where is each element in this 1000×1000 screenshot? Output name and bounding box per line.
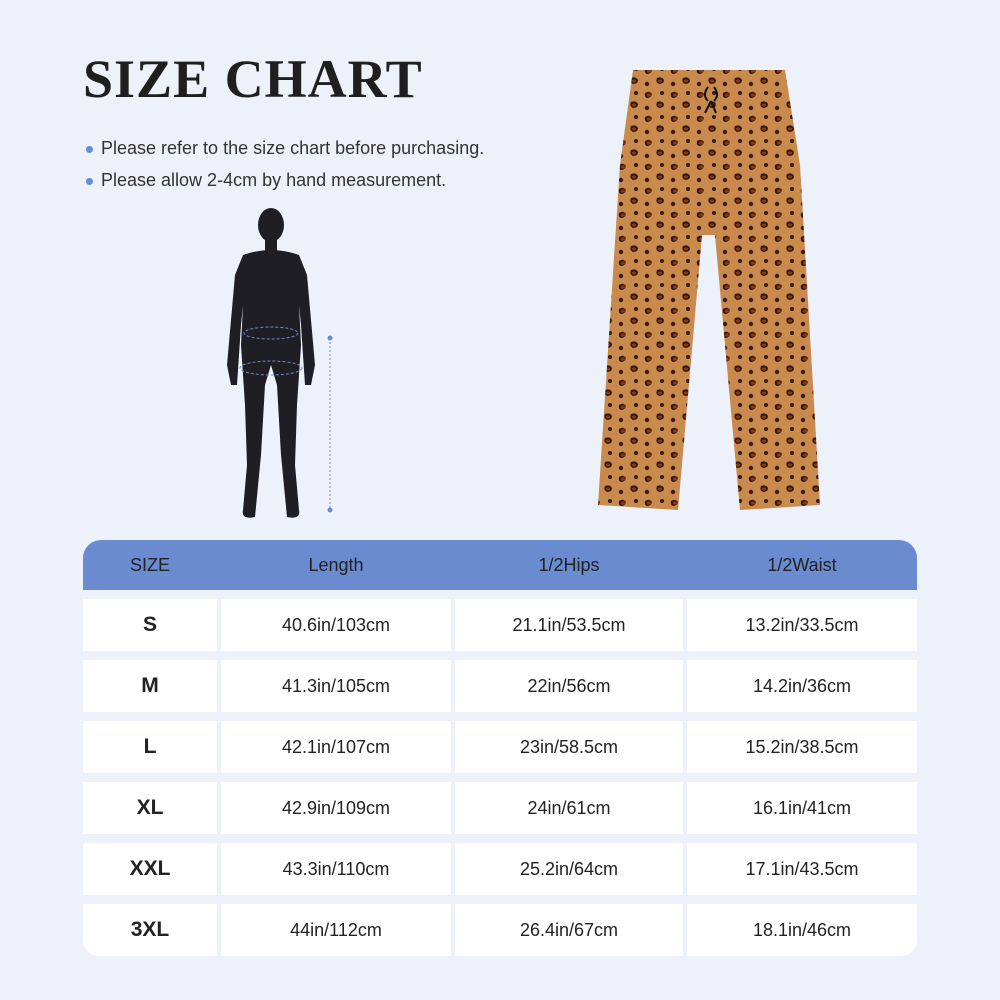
length-cell: 40.6in/103cm bbox=[221, 599, 451, 651]
note: Please allow 2-4cm by hand measurement. bbox=[86, 170, 446, 191]
waist-cell: 14.2in/36cm bbox=[687, 660, 917, 712]
bullet-icon bbox=[86, 177, 93, 185]
size-cell: 3XL bbox=[83, 904, 217, 956]
header-waist: 1/2Waist bbox=[767, 554, 837, 575]
hips-cell: 23in/58.5cm bbox=[455, 721, 683, 773]
table-row: XXL 43.3in/110cm 25.2in/64cm 17.1in/43.5cm bbox=[83, 843, 917, 895]
size-table: SIZE Length 1/2Hips 1/2Waist S 40.6in/103… bbox=[83, 540, 917, 956]
note: Please refer to the size chart before pu… bbox=[86, 138, 484, 159]
waist-cell: 13.2in/33.5cm bbox=[687, 599, 917, 651]
table-header: SIZE Length 1/2Hips 1/2Waist bbox=[83, 540, 917, 590]
bullet-icon bbox=[86, 145, 93, 153]
note-text: Please refer to the size chart before pu… bbox=[101, 138, 485, 158]
length-cell: 44in/112cm bbox=[221, 904, 451, 956]
hips-cell: 22in/56cm bbox=[455, 660, 683, 712]
hips-cell: 24in/61cm bbox=[455, 782, 683, 834]
waist-cell: 18.1in/46cm bbox=[687, 904, 917, 956]
table-row: S 40.6in/103cm 21.1in/53.5cm 13.2in/33.5cm bbox=[83, 599, 917, 651]
table-row: L 42.1in/107cm 23in/58.5cm 15.2in/38.5cm bbox=[83, 721, 917, 773]
header-length: Length bbox=[308, 554, 364, 575]
table-row: M 41.3in/105cm 22in/56cm 14.2in/36cm bbox=[83, 660, 917, 712]
size-cell: L bbox=[83, 721, 217, 773]
page-title: SIZE CHART bbox=[83, 49, 423, 109]
leopard-pants-image bbox=[598, 70, 820, 510]
header-hips: 1/2Hips bbox=[538, 554, 600, 575]
table-row: 3XL 44in/112cm 26.4in/67cm 18.1in/46cm bbox=[83, 904, 917, 956]
table-row: XL 42.9in/109cm 24in/61cm 16.1in/41cm bbox=[83, 782, 917, 834]
header-size: SIZE bbox=[129, 554, 170, 575]
length-cell: 43.3in/110cm bbox=[221, 843, 451, 895]
size-cell: M bbox=[83, 660, 217, 712]
length-cell: 41.3in/105cm bbox=[221, 660, 451, 712]
waist-cell: 16.1in/41cm bbox=[687, 782, 917, 834]
length-cell: 42.1in/107cm bbox=[221, 721, 451, 773]
size-cell: XXL bbox=[83, 843, 217, 895]
hips-cell: 26.4in/67cm bbox=[455, 904, 683, 956]
hips-cell: 25.2in/64cm bbox=[455, 843, 683, 895]
waist-cell: 17.1in/43.5cm bbox=[687, 843, 917, 895]
length-cell: 42.9in/109cm bbox=[221, 782, 451, 834]
waist-cell: 15.2in/38.5cm bbox=[687, 721, 917, 773]
hips-cell: 21.1in/53.5cm bbox=[455, 599, 683, 651]
size-cell: S bbox=[83, 599, 217, 651]
note-text: Please allow 2-4cm by hand measurement. bbox=[101, 170, 447, 190]
size-cell: XL bbox=[83, 782, 217, 834]
human-silhouette-icon bbox=[227, 208, 333, 518]
